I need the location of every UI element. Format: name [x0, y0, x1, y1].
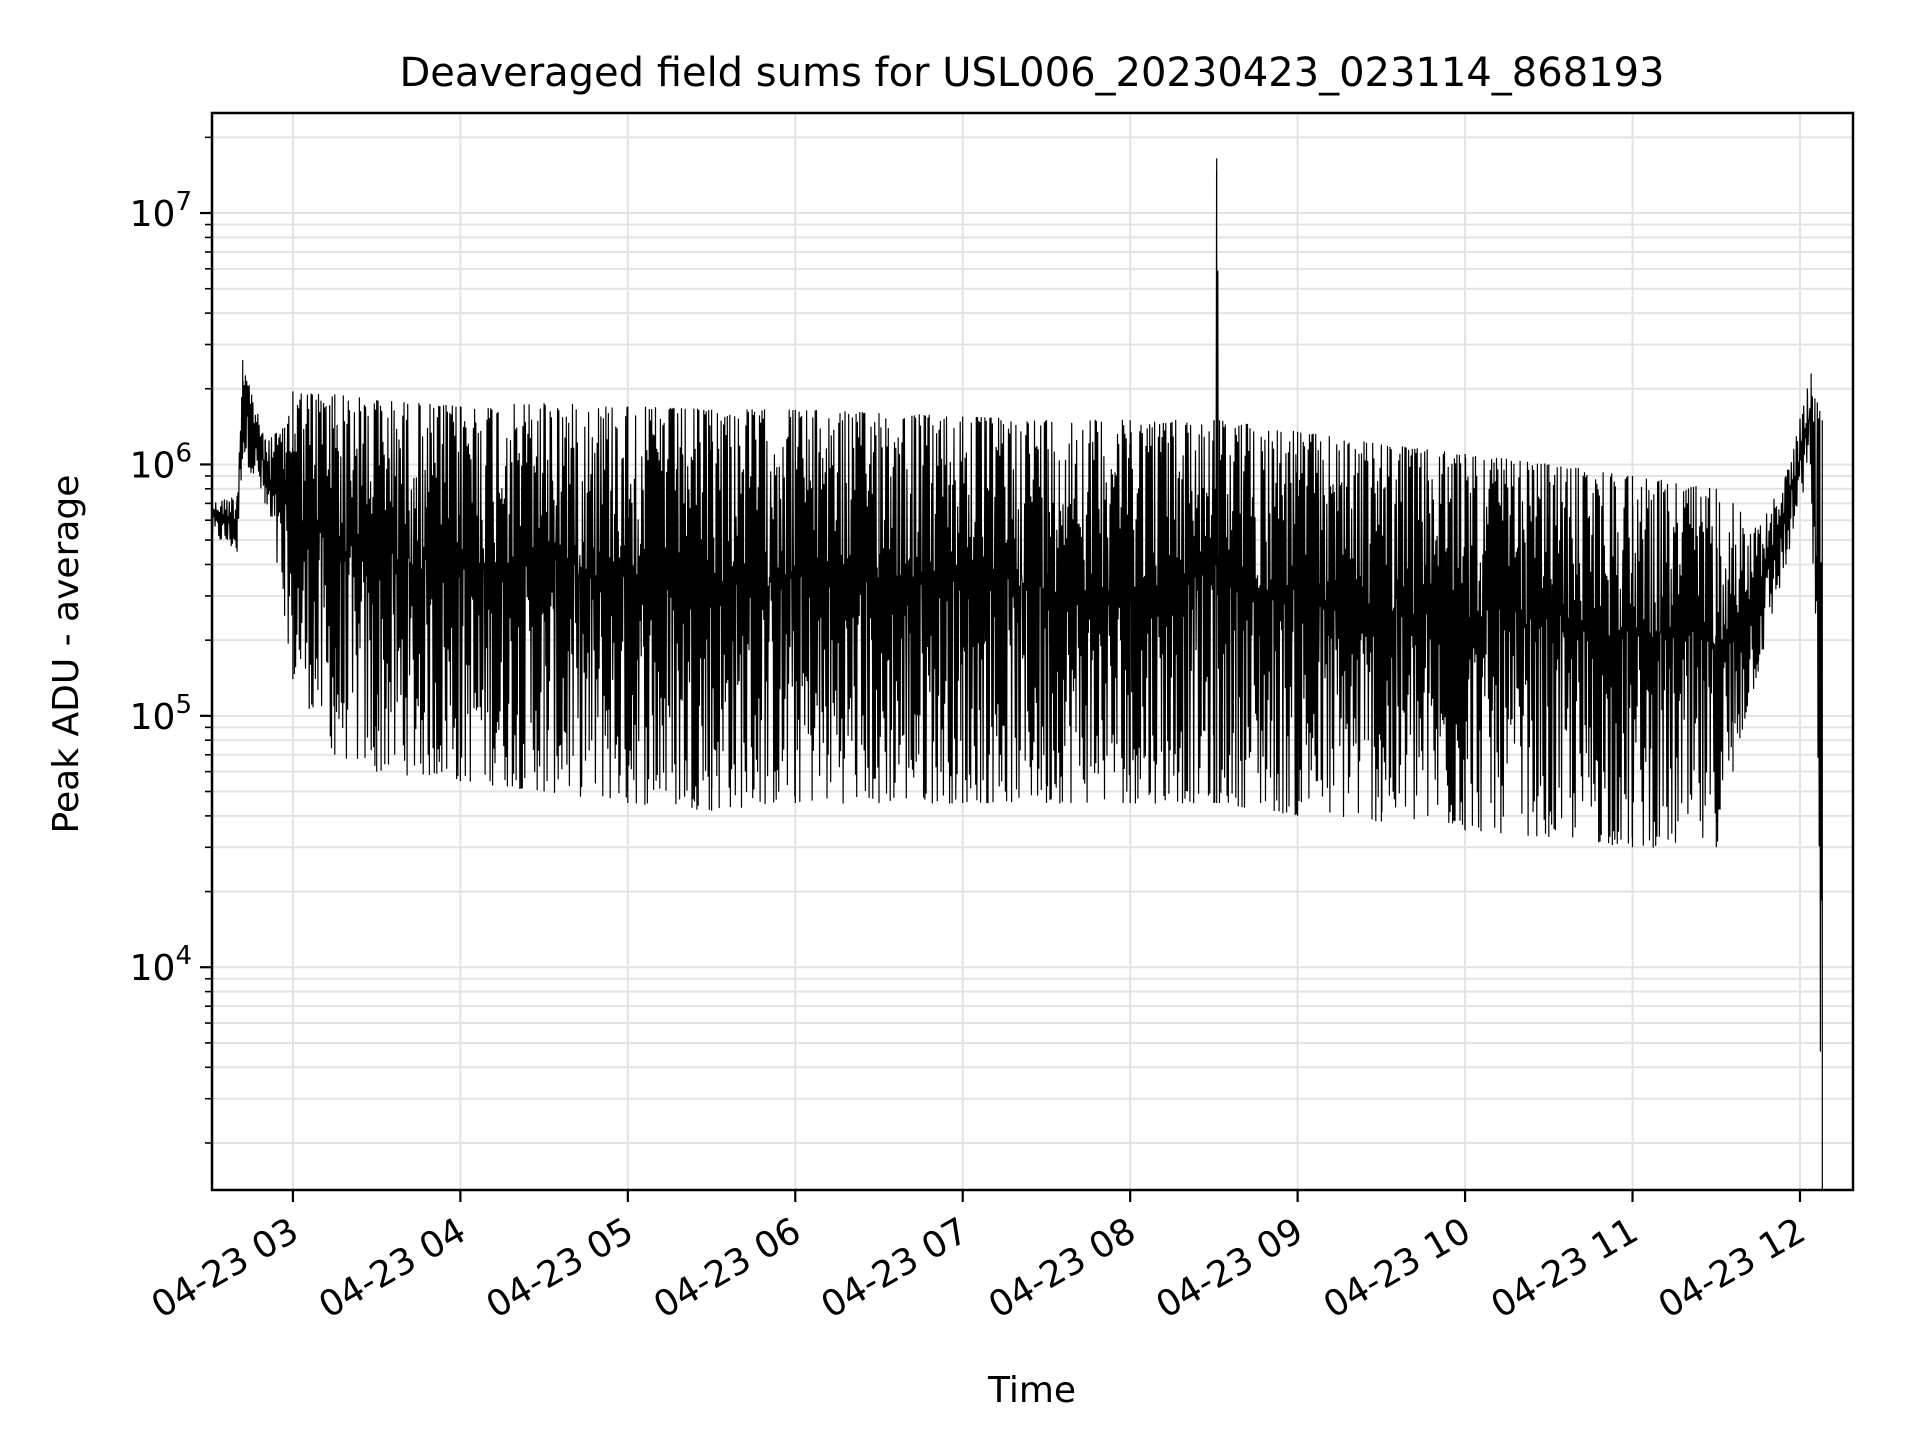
series-layer [212, 158, 1823, 1190]
x-axis-label: Time [987, 1370, 1076, 1411]
plot-frame [210, 111, 1855, 1192]
series-line [212, 158, 1823, 1190]
y-tick-label: 106 [130, 438, 192, 486]
y-axis: 104 105 106 107 [130, 136, 212, 1144]
y-axis-label: Peak ADU - average [46, 475, 87, 834]
y-tick-label: 107 [130, 187, 192, 235]
chart-title: Deaveraged field sums for USL006_2023042… [400, 50, 1665, 96]
y-tick-label: 104 [130, 941, 192, 989]
y-tick-label: 105 [130, 690, 192, 738]
